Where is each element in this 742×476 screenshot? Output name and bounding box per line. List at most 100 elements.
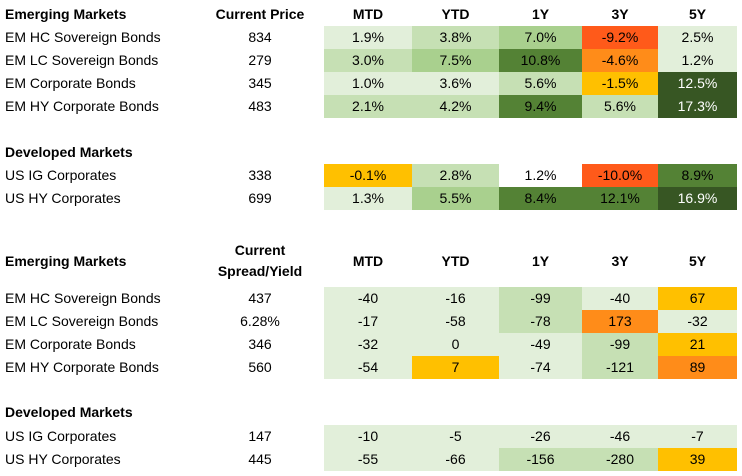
heatmap-cell: -1.5% (582, 72, 658, 95)
heatmap-cell: -46 (582, 425, 658, 448)
heatmap-cell: 1.2% (658, 49, 737, 72)
heatmap-cell: -280 (582, 448, 658, 471)
row-name: US HY Corporates (5, 451, 121, 467)
heatmap-cell: 7.5% (412, 49, 499, 72)
section-header: Emerging Markets Current Spread/Yield MTD YT… (0, 238, 742, 284)
row-current-value: 6.28% (240, 313, 280, 329)
row-name: EM Corporate Bonds (5, 75, 136, 91)
heatmap-cell: 5.6% (582, 95, 658, 118)
heatmap-cell: 5.6% (499, 72, 582, 95)
heatmap-cell: 3.0% (324, 49, 412, 72)
table-row: US IG Corporates 147 -10 -5 -26 -46 -7 (0, 425, 742, 448)
table-row: EM HC Sovereign Bonds 437 -40 -16 -99 -40 67 (0, 287, 742, 310)
row-current-value: 560 (248, 359, 272, 375)
row-name: EM Corporate Bonds (5, 336, 136, 352)
heatmap-cell: -0.1% (324, 164, 412, 187)
row-name: EM HY Corporate Bonds (5, 98, 159, 114)
column-header-5y: 5Y (688, 6, 707, 22)
heatmap-cell: -40 (582, 287, 658, 310)
heatmap-cell: 12.1% (582, 187, 658, 210)
row-name: EM LC Sovereign Bonds (5, 52, 159, 68)
heatmap-cell: 67 (658, 287, 737, 310)
column-header-mtd: MTD (352, 253, 384, 269)
heatmap-cell: -99 (582, 333, 658, 356)
section-header: Emerging Markets Current Price MTD YTD 1Y 3Y 5… (0, 3, 742, 26)
heatmap-cell: 1.2% (499, 164, 582, 187)
table-row: EM HC Sovereign Bonds 834 1.9% 3.8% 7.0% -9.2… (0, 26, 742, 49)
row-name: EM HC Sovereign Bonds (5, 29, 161, 45)
column-header-5y: 5Y (688, 253, 707, 269)
section-title: Developed Markets (5, 144, 133, 160)
section-header: Developed Markets (0, 141, 742, 164)
heatmap-cell: 2.8% (412, 164, 499, 187)
table-row: US HY Corporates 699 1.3% 5.5% 8.4% 12.1% 16.9… (0, 187, 742, 210)
row-current-value: 147 (248, 428, 272, 444)
value-column-header: Current Spread/Yield (210, 238, 310, 284)
heatmap-cell: -156 (499, 448, 582, 471)
row-name: EM LC Sovereign Bonds (5, 313, 159, 329)
row-current-value: 699 (248, 190, 272, 206)
heatmap-cell: 1.3% (324, 187, 412, 210)
heatmap-cell: 3.8% (412, 26, 499, 49)
column-header-mtd: MTD (352, 6, 384, 22)
heatmap-cell: -74 (499, 356, 582, 379)
heatmap-cell: -58 (412, 310, 499, 333)
table-row: EM LC Sovereign Bonds 279 3.0% 7.5% 10.8% -4.… (0, 49, 742, 72)
section-title: Emerging Markets (5, 6, 127, 22)
row-name: EM HY Corporate Bonds (5, 359, 159, 375)
heatmap-cell: -16 (412, 287, 499, 310)
heatmap-cell: -99 (499, 287, 582, 310)
row-current-value: 279 (248, 52, 272, 68)
heatmap-cell: -54 (324, 356, 412, 379)
table-row: EM LC Sovereign Bonds 6.28% -17 -58 -78 173 -3… (0, 310, 742, 333)
column-header-1y: 1Y (531, 253, 550, 269)
heatmap-cell: 2.5% (658, 26, 737, 49)
heatmap-cell: -32 (324, 333, 412, 356)
heatmap-cell: 89 (658, 356, 737, 379)
heatmap-cell: 9.4% (499, 95, 582, 118)
section-header: Developed Markets (0, 401, 742, 424)
row-current-value: 834 (248, 29, 272, 45)
heatmap-cell: -49 (499, 333, 582, 356)
value-column-header-line: Current (234, 242, 286, 258)
heatmap-cell: -78 (499, 310, 582, 333)
table-row: EM Corporate Bonds 345 1.0% 3.6% 5.6% -1.5% 12… (0, 72, 742, 95)
table-row: US HY Corporates 445 -55 -66 -156 -280 39 (0, 448, 742, 471)
row-current-value: 445 (248, 451, 272, 467)
heatmap-cell: -4.6% (582, 49, 658, 72)
heatmap-cell: -5 (412, 425, 499, 448)
heatmap-cell: 16.9% (658, 187, 737, 210)
heatmap-cell: -26 (499, 425, 582, 448)
heatmap-cell: -7 (658, 425, 737, 448)
heatmap-cell: -9.2% (582, 26, 658, 49)
heatmap-cell: 2.1% (324, 95, 412, 118)
heatmap-cell: 17.3% (658, 95, 737, 118)
column-header-ytd: YTD (441, 253, 470, 269)
value-column-header-line: Spread/Yield (217, 263, 303, 279)
value-column-header: Current Price (215, 6, 305, 22)
row-name: US IG Corporates (5, 167, 117, 183)
heatmap-cell: 1.0% (324, 72, 412, 95)
heatmap-cell: 8.9% (658, 164, 737, 187)
heatmap-cell: 21 (658, 333, 737, 356)
row-current-value: 483 (248, 98, 272, 114)
heatmap-cell: 7 (412, 356, 499, 379)
heatmap-cell: 3.6% (412, 72, 499, 95)
table-row: EM HY Corporate Bonds 483 2.1% 4.2% 9.4% 5.6%… (0, 95, 742, 118)
heatmap-cell: -40 (324, 287, 412, 310)
heatmap-cell: 10.8% (499, 49, 582, 72)
row-name: EM HC Sovereign Bonds (5, 290, 161, 306)
heatmap-cell: -17 (324, 310, 412, 333)
section-title: Emerging Markets (5, 253, 127, 269)
heatmap-cell: 4.2% (412, 95, 499, 118)
heatmap-cell: 1.9% (324, 26, 412, 49)
table-row: EM HY Corporate Bonds 560 -54 7 -74 -121 89 (0, 356, 742, 379)
heatmap-cell: -55 (324, 448, 412, 471)
column-header-3y: 3Y (611, 253, 629, 269)
heatmap-cell: -66 (412, 448, 499, 471)
row-name: US HY Corporates (5, 190, 121, 206)
row-current-value: 345 (248, 75, 272, 91)
row-current-value: 346 (248, 336, 272, 352)
table-row: US IG Corporates 338 -0.1% 2.8% 1.2% -10.0% 8.… (0, 164, 742, 187)
heatmap-cell: -10 (324, 425, 412, 448)
